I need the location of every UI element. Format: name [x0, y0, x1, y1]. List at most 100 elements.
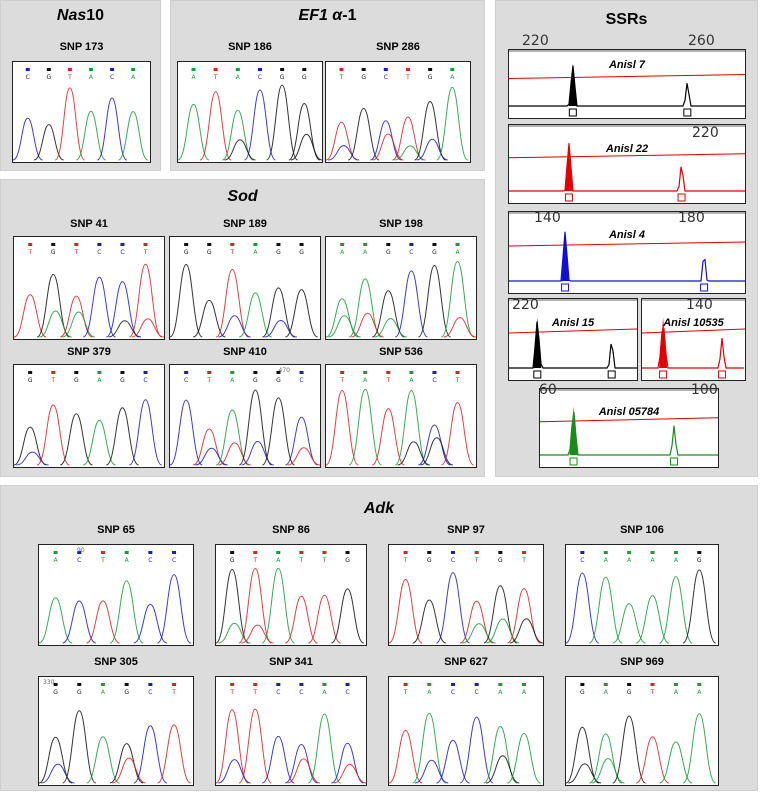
base-call-letter: A	[131, 74, 136, 81]
base-call-letter: T	[143, 249, 148, 256]
base-call-marker	[131, 68, 136, 71]
trace-peak	[222, 109, 254, 161]
base-call-letter: G	[697, 557, 702, 564]
base-call-marker	[253, 371, 258, 374]
base-call-letter: T	[403, 689, 408, 696]
base-call-letter: C	[299, 377, 303, 384]
snp-slot-sod-536: SNP 536 T A T A C T	[325, 346, 477, 468]
snp-label: SNP 627	[444, 656, 488, 668]
ssr-name: Anisl 15	[551, 317, 595, 329]
ssr-plot	[509, 299, 637, 379]
base-call-letter: G	[276, 377, 281, 384]
trace-peak	[589, 576, 623, 644]
snp-label: SNP 189	[223, 218, 267, 230]
base-call-letter: A	[101, 689, 106, 696]
base-call-marker	[650, 551, 655, 554]
base-call-letter: T	[67, 74, 72, 81]
scale-label: 220	[523, 49, 550, 50]
trace-peak	[285, 289, 318, 338]
ssr-trace: Anisl 05784	[539, 388, 719, 468]
trace-peak	[371, 408, 405, 466]
trace-peak	[635, 595, 670, 644]
ssr-name: Anisl 4	[608, 229, 646, 241]
base-call-marker	[522, 551, 527, 554]
base-call-letter: G	[361, 74, 366, 81]
trace-peak	[374, 318, 407, 338]
ssr-plot	[509, 125, 745, 202]
base-call-marker	[474, 551, 479, 554]
base-call-marker	[345, 551, 350, 554]
trace-peak	[566, 726, 600, 784]
allele-peak	[561, 230, 570, 281]
trace-peak	[13, 117, 43, 161]
trace-peak	[394, 145, 426, 161]
base-call-marker	[455, 371, 460, 374]
base-call-marker	[386, 371, 391, 374]
base-call-letter: T	[403, 557, 408, 564]
base-call-marker	[143, 243, 148, 246]
allele-call-box	[533, 370, 542, 379]
adk-title: Adk	[363, 500, 395, 517]
ssr-trace: Anisl 10535	[641, 298, 746, 381]
scale-label: 260	[688, 33, 715, 49]
base-call-marker	[230, 243, 235, 246]
trace-peak	[59, 413, 93, 466]
allele-peak	[569, 406, 578, 455]
base-call-letter: C	[184, 377, 188, 384]
ssr-plot	[509, 50, 745, 117]
base-call-marker	[53, 551, 58, 554]
snp-slot-adk-969: SNP 969 G A G T A A	[565, 656, 719, 786]
base-call-marker	[191, 68, 196, 71]
trace-peak	[39, 597, 73, 644]
allele-call-box	[561, 283, 570, 292]
base-call-marker	[627, 551, 632, 554]
trace-peak	[215, 409, 249, 466]
allele-call-box	[564, 193, 573, 202]
base-call-letter: G	[427, 557, 432, 564]
base-call-letter: A	[697, 689, 702, 696]
trace-peak	[347, 107, 380, 161]
trace-peak	[224, 139, 256, 161]
snp-label: SNP 86	[272, 524, 310, 536]
base-call-marker	[409, 243, 414, 246]
threshold-line	[540, 417, 718, 423]
trace-peak	[285, 416, 318, 466]
trace-peak	[82, 276, 117, 338]
snp-slot-adk-65: SNP 65 A C T A C C 90	[38, 524, 194, 646]
base-call-letter: T	[385, 377, 390, 384]
ssrs-title: SSRs	[605, 11, 648, 28]
trace-peak	[112, 757, 146, 784]
snp-label: SNP 410	[223, 346, 267, 358]
base-call-marker	[253, 243, 258, 246]
trace-peak	[192, 299, 226, 338]
base-call-letter: G	[299, 249, 304, 256]
base-call-marker	[580, 683, 585, 686]
base-call-letter: C	[258, 74, 262, 81]
base-call-letter: C	[143, 377, 147, 384]
base-call-letter: G	[428, 74, 433, 81]
trace-peak	[483, 585, 518, 644]
snp-slot-adk-305: SNP 305 G G A G C T 330	[38, 656, 194, 786]
base-call-letter: G	[386, 249, 391, 256]
trace-peak	[128, 399, 163, 466]
base-call-letter: A	[54, 557, 59, 564]
base-call-letter: G	[74, 377, 79, 384]
base-call-letter: T	[474, 557, 479, 564]
allele-peak	[659, 317, 668, 368]
snp-label: SNP 65	[97, 524, 135, 536]
base-call-marker	[427, 551, 432, 554]
base-call-marker	[74, 371, 79, 374]
trace-peak	[372, 133, 404, 161]
base-call-marker	[25, 68, 30, 71]
